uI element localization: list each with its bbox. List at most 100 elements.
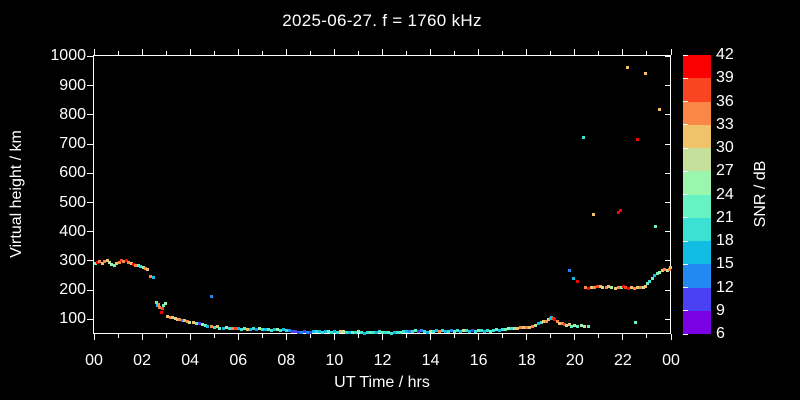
colorbar-segment	[683, 78, 711, 102]
y-tick-label: 900	[59, 76, 86, 94]
data-point	[468, 330, 471, 333]
x-minor-tick-mark	[454, 334, 456, 338]
data-point	[636, 286, 639, 289]
data-point	[315, 330, 318, 333]
data-point	[669, 266, 672, 269]
colorbar-tick-mark	[683, 194, 688, 195]
data-point	[130, 262, 133, 265]
data-point	[243, 327, 246, 330]
x-minor-tick-mark	[406, 51, 408, 55]
data-point	[222, 327, 225, 330]
x-tick-mark	[574, 49, 576, 55]
x-minor-tick-mark	[165, 334, 167, 338]
data-point	[192, 321, 195, 324]
data-point	[620, 286, 623, 289]
y-tick-mark	[87, 172, 93, 174]
x-tick-label: 16	[469, 352, 488, 369]
data-point	[648, 280, 651, 283]
data-point	[462, 329, 465, 332]
data-point	[474, 330, 477, 333]
data-point	[110, 263, 113, 266]
data-point	[258, 327, 261, 330]
data-point	[198, 322, 201, 325]
colorbar-tick-mark	[683, 124, 688, 126]
data-point	[605, 286, 608, 289]
x-minor-tick-mark	[117, 51, 119, 55]
data-point	[339, 330, 342, 333]
data-point	[390, 332, 393, 335]
colorbar-segment	[683, 310, 711, 334]
data-point	[312, 330, 315, 333]
data-point	[225, 326, 228, 329]
x-minor-tick-mark	[309, 334, 311, 338]
data-point	[246, 328, 249, 331]
y-axis-label: Virtual height / km	[8, 130, 25, 258]
data-point	[489, 330, 492, 333]
data-point	[399, 331, 402, 334]
data-point	[576, 325, 579, 328]
data-point	[306, 331, 309, 334]
data-point	[570, 325, 573, 328]
x-tick-label: 18	[517, 352, 536, 369]
data-point	[414, 329, 417, 332]
y-tick-mark	[87, 260, 93, 262]
x-minor-tick-mark	[502, 51, 504, 55]
x-minor-tick-mark	[646, 334, 648, 338]
data-point	[146, 268, 149, 271]
data-point	[336, 331, 339, 334]
data-point	[303, 330, 306, 333]
data-point	[363, 332, 366, 335]
x-tick-mark	[333, 334, 335, 340]
data-point	[644, 72, 647, 75]
colorbar-tick-label: 33	[716, 115, 734, 133]
data-point	[435, 329, 438, 332]
data-point	[120, 259, 123, 262]
x-axis-label: UT Time / hrs	[334, 374, 430, 391]
data-point	[372, 331, 375, 334]
data-point	[125, 259, 128, 262]
data-point	[162, 304, 165, 307]
data-point	[477, 329, 480, 332]
data-point	[393, 331, 396, 334]
data-point	[270, 329, 273, 332]
y-tick-mark	[87, 318, 93, 320]
data-point	[525, 326, 528, 329]
data-point	[550, 316, 553, 319]
data-point	[624, 286, 627, 289]
x-minor-tick-mark	[357, 334, 359, 338]
plot-area	[93, 55, 671, 334]
data-point	[590, 286, 593, 289]
data-point	[619, 209, 622, 212]
colorbar-segment	[683, 241, 711, 265]
x-tick-mark	[430, 334, 432, 340]
y-tick-mark	[665, 85, 671, 87]
x-tick-label: 00	[662, 352, 680, 369]
data-point	[348, 331, 351, 334]
colorbar-tick-mark	[683, 217, 688, 219]
data-point	[210, 295, 213, 298]
colorbar-tick-mark	[683, 101, 688, 102]
data-point	[426, 331, 429, 334]
data-point	[118, 261, 121, 264]
data-point	[216, 325, 219, 328]
data-point	[327, 330, 330, 333]
data-point	[408, 330, 411, 333]
x-tick-mark	[526, 334, 528, 340]
data-point	[507, 327, 510, 330]
x-minor-tick-mark	[646, 51, 648, 55]
data-point	[94, 262, 97, 265]
x-tick-mark	[333, 49, 335, 55]
data-point	[537, 322, 540, 325]
data-point	[492, 329, 495, 332]
data-point	[183, 319, 186, 322]
data-point	[330, 331, 333, 334]
x-minor-tick-mark	[309, 51, 311, 55]
x-tick-mark	[478, 49, 480, 55]
data-point	[592, 213, 595, 216]
data-point	[627, 287, 630, 290]
y-tick-label: 500	[59, 193, 86, 211]
data-point	[646, 282, 649, 285]
colorbar-tick-label: 6	[716, 325, 725, 342]
data-point	[357, 330, 360, 333]
data-point	[545, 320, 548, 323]
